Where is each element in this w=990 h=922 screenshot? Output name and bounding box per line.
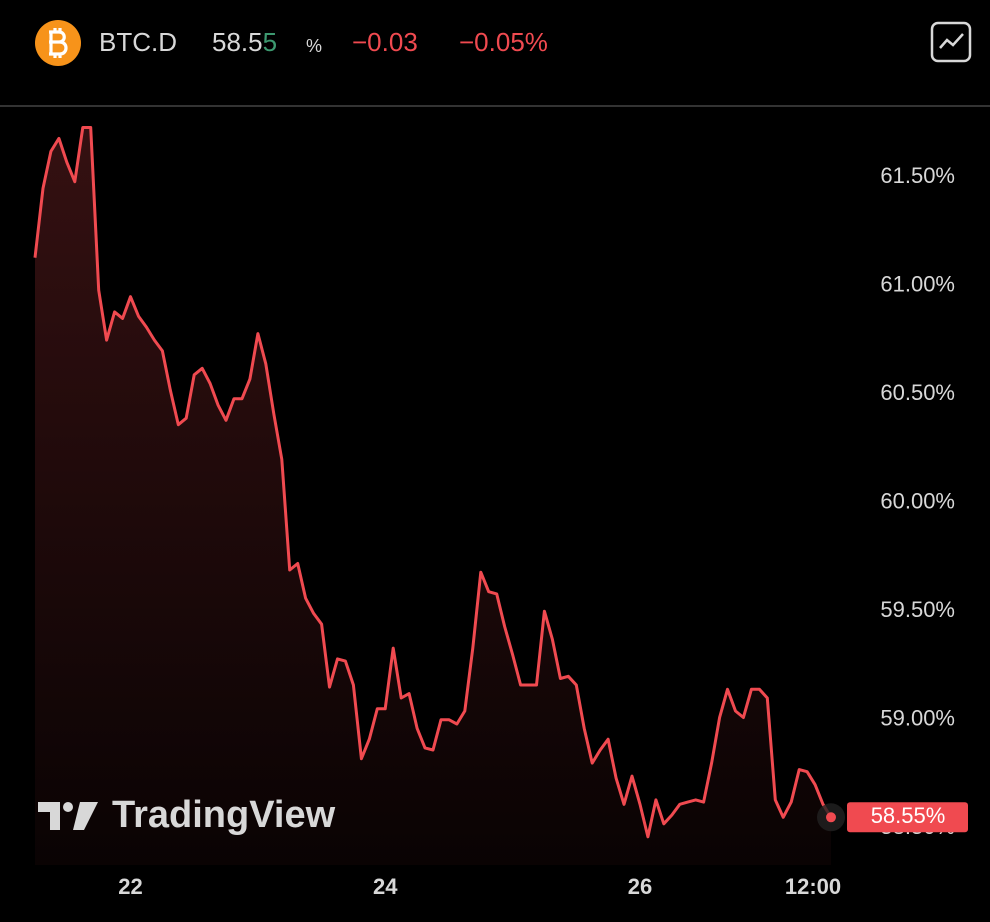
y-tick-label: 60.50% (880, 380, 955, 405)
bitcoin-icon (35, 20, 81, 66)
y-tick-label: 61.00% (880, 272, 955, 297)
last-point (826, 812, 836, 823)
x-tick-label: 22 (118, 874, 142, 899)
change-percent: −0.05% (459, 27, 548, 57)
last-value-tag (847, 802, 968, 833)
y-tick-label: 59.50% (880, 597, 955, 622)
y-tick-label: 61.50% (880, 163, 955, 188)
line (33, 126, 833, 839)
watermark-logo (38, 802, 98, 830)
price-unit: % (306, 36, 322, 56)
area (35, 127, 831, 865)
change: −0.03 (352, 27, 418, 57)
price: 58.55 (212, 27, 277, 57)
x-tick-label: 24 (373, 874, 398, 899)
chart-type-button[interactable] (930, 21, 972, 63)
x-tick-label: 26 (628, 874, 652, 899)
y-tick-label: 59.00% (880, 705, 955, 730)
x-tick-label: 12:00 (785, 874, 841, 899)
symbol: BTC.D (99, 27, 177, 57)
last-value-label: 58.55% (871, 803, 946, 828)
y-tick-label: 60.00% (880, 489, 955, 514)
watermark: TradingView (112, 794, 336, 836)
